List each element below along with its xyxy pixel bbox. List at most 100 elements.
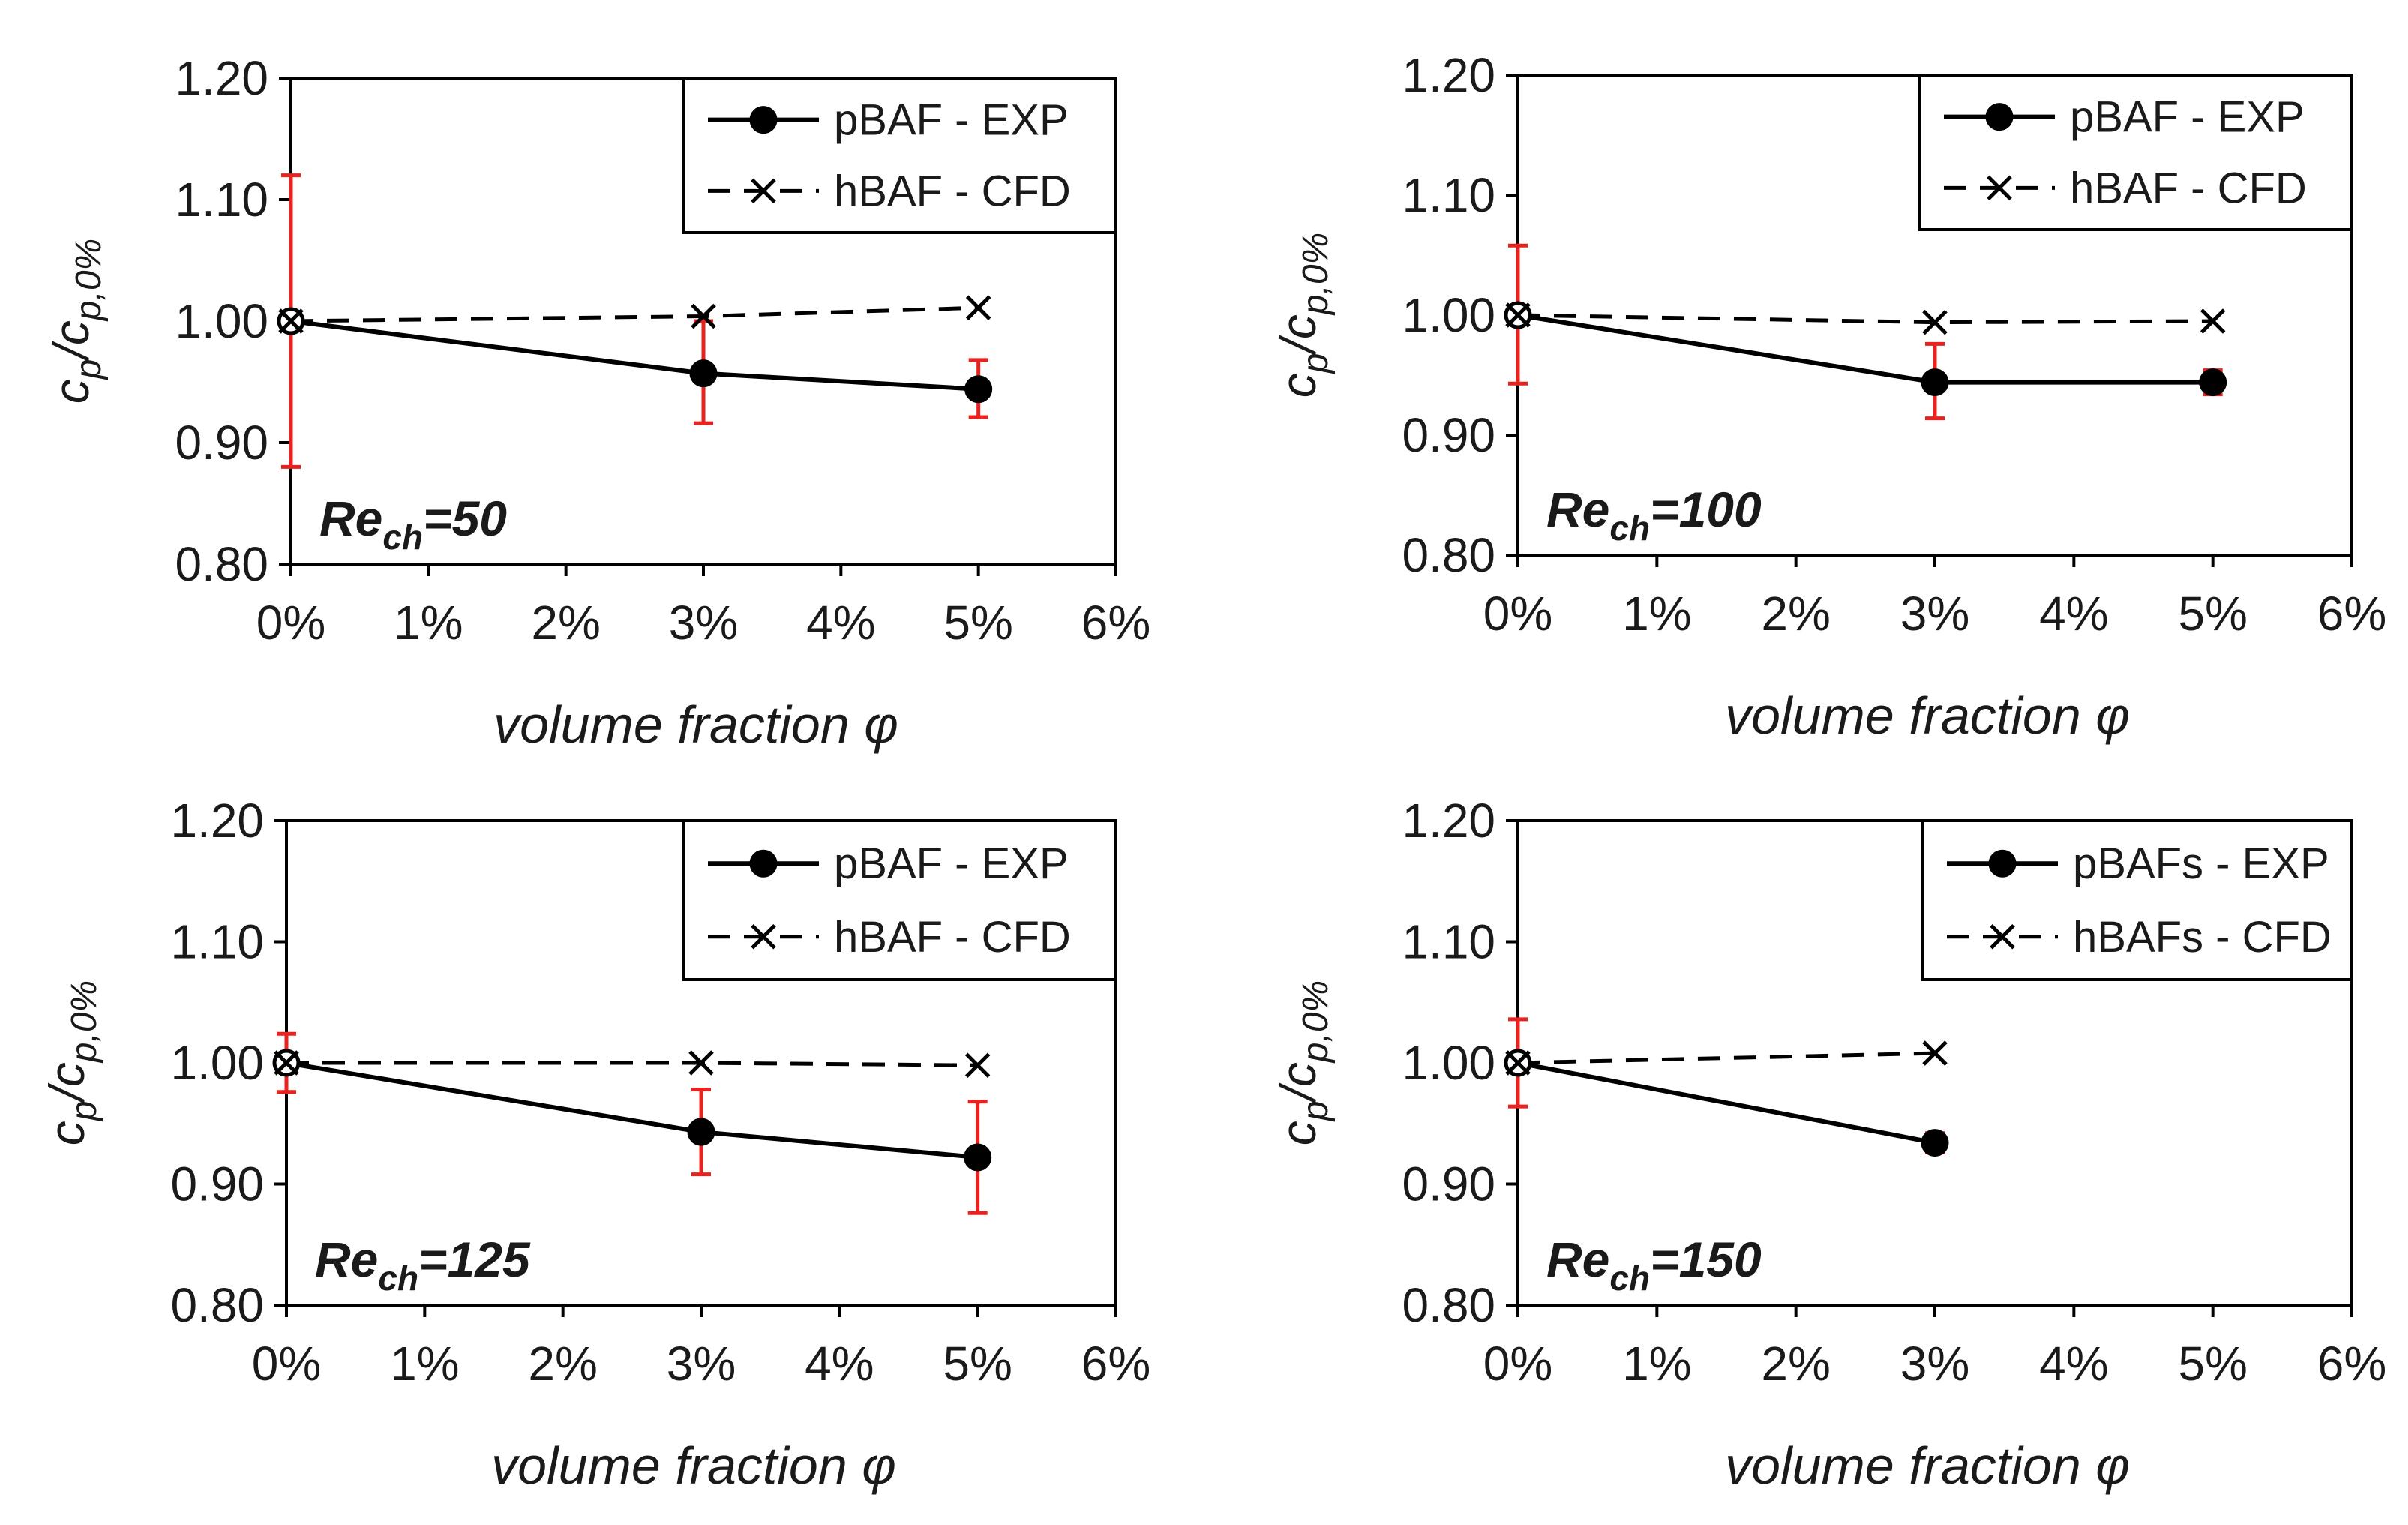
legend-label-cfd: hBAF - CFD xyxy=(2070,164,2307,212)
y-tick-label: 1.10 xyxy=(175,173,268,227)
legend-label-exp: pBAF - EXP xyxy=(834,96,1069,145)
y-tick-label: 1.20 xyxy=(1402,794,1495,848)
x-tick-label: 5% xyxy=(943,1337,1012,1391)
cfd-point xyxy=(688,1050,714,1076)
legend-label-exp: pBAF - EXP xyxy=(2070,93,2305,142)
x-tick-label: 3% xyxy=(1900,587,1970,641)
series-line-cfd xyxy=(286,1061,978,1067)
chart-panel-1: 0% 1% 2% 3% 4% 5% 6% 0.80 0.90 1.00 1.10 1.20 volume… xyxy=(43,51,1150,754)
legend: pBAF - EXP hBAF - CFD xyxy=(682,77,1117,234)
x-axis-label: volume fraction φ xyxy=(1725,686,2130,745)
y-tick-label: 1.10 xyxy=(1402,915,1495,969)
chart-panel-3: 0% 1% 2% 3% 4% 5% 6% 0.80 0.90 1.00 1.10 1.20 volume… xyxy=(39,794,1150,1495)
legend-marker-cfd xyxy=(751,178,776,204)
legend-marker-exp xyxy=(1988,849,2017,878)
cfd-point xyxy=(1922,309,1948,335)
x-tick-label: 2% xyxy=(531,596,601,650)
x-tick-label: 6% xyxy=(2317,587,2387,641)
legend: pBAFs - EXP hBAFs - CFD xyxy=(1921,819,2353,981)
legend-marker-cfd xyxy=(751,923,776,950)
x-tick-label: 3% xyxy=(1900,1337,1970,1391)
legend: pBAF - EXP hBAF - CFD xyxy=(682,819,1117,981)
cfd-point xyxy=(1922,1040,1948,1066)
cfd-point xyxy=(278,308,304,334)
series-line-exp xyxy=(1517,1061,1936,1145)
exp-point xyxy=(964,375,993,404)
x-tick-label: 0% xyxy=(252,1337,322,1391)
series-line-cfd xyxy=(1517,1051,1936,1065)
cfd-point xyxy=(2200,308,2226,334)
legend-marker-exp xyxy=(749,106,778,134)
y-tick-label: 1.20 xyxy=(170,794,264,848)
legend-label-cfd: hBAFs - CFD xyxy=(2073,913,2332,962)
y-axis-label: cp/cp,0% xyxy=(1270,233,1336,398)
chart-panel-4: 0% 1% 2% 3% 4% 5% 6% 0.80 0.90 1.00 1.10 1.20 volume… xyxy=(1270,794,2386,1495)
legend-box xyxy=(1921,819,2353,981)
exp-point xyxy=(2199,368,2227,397)
y-tick-label: 1.20 xyxy=(1402,48,1495,102)
exp-point xyxy=(1921,368,1949,397)
y-tick-label: 1.10 xyxy=(1402,168,1495,222)
x-tick-label: 1% xyxy=(390,1337,460,1391)
legend-marker-exp xyxy=(1985,103,2014,131)
x-tick-label: 1% xyxy=(1622,587,1692,641)
exp-point xyxy=(964,1143,992,1172)
y-axis-label: cp/cp,0% xyxy=(1270,980,1336,1145)
y-tick-label: 1.20 xyxy=(175,51,268,105)
x-tick-label: 2% xyxy=(1761,587,1831,641)
legend-label-cfd: hBAF - CFD xyxy=(834,167,1071,215)
y-tick-label: 0.90 xyxy=(170,1157,264,1211)
legend-label-cfd: hBAF - CFD xyxy=(834,913,1071,962)
legend-box xyxy=(1918,74,2353,231)
x-axis-label: volume fraction φ xyxy=(491,1436,896,1495)
x-axis-label: volume fraction φ xyxy=(493,695,898,754)
x-tick-label: 6% xyxy=(1081,1337,1151,1391)
x-tick-label: 0% xyxy=(256,596,326,650)
y-axis-label: cp/cp,0% xyxy=(39,980,104,1145)
cfd-point xyxy=(964,1052,991,1078)
series-line-cfd xyxy=(1517,313,2213,325)
legend-marker-cfd xyxy=(1990,923,2015,950)
cfd-point xyxy=(274,1050,299,1076)
y-tick-label: 0.80 xyxy=(175,537,268,591)
y-tick-label: 1.00 xyxy=(170,1036,264,1090)
y-tick-label: 1.00 xyxy=(1402,288,1495,342)
x-tick-label: 1% xyxy=(394,596,463,650)
y-tick-label: 0.90 xyxy=(175,416,268,470)
legend-marker-exp xyxy=(749,849,778,878)
legend-box xyxy=(682,77,1117,234)
x-tick-label: 5% xyxy=(2178,587,2248,641)
reynolds-annotation: Rech=100 xyxy=(1546,482,1762,548)
y-axis-label: cp/cp,0% xyxy=(43,239,109,404)
series-line-cfd xyxy=(290,305,979,323)
legend-label-exp: pBAF - EXP xyxy=(834,839,1069,888)
x-tick-label: 0% xyxy=(1483,587,1553,641)
reynolds-annotation: Rech=50 xyxy=(319,491,507,557)
x-axis-label: volume fraction φ xyxy=(1725,1436,2130,1495)
legend-label-exp: pBAFs - EXP xyxy=(2073,839,2329,888)
y-tick-label: 0.90 xyxy=(1402,1157,1495,1211)
y-tick-label: 1.00 xyxy=(175,294,268,348)
exp-point xyxy=(689,359,718,388)
x-tick-label: 6% xyxy=(2317,1337,2387,1391)
x-tick-label: 4% xyxy=(805,1337,874,1391)
x-tick-label: 3% xyxy=(667,1337,736,1391)
cfd-point xyxy=(1505,302,1531,328)
x-tick-label: 0% xyxy=(1483,1337,1553,1391)
cfd-point xyxy=(965,295,991,320)
y-tick-label: 0.90 xyxy=(1402,408,1495,462)
cfd-point xyxy=(691,303,716,329)
x-tick-label: 1% xyxy=(1622,1337,1692,1391)
x-tick-label: 4% xyxy=(2039,587,2109,641)
chart-panel-2: 0% 1% 2% 3% 4% 5% 6% 0.80 0.90 1.00 1.10 1.20 volume… xyxy=(1270,48,2386,745)
x-tick-label: 2% xyxy=(528,1337,598,1391)
x-tick-label: 3% xyxy=(669,596,739,650)
legend-box xyxy=(682,819,1117,981)
y-tick-label: 0.80 xyxy=(1402,1278,1495,1332)
series-line-exp xyxy=(1517,313,2213,385)
x-tick-label: 5% xyxy=(943,596,1013,650)
y-tick-label: 0.80 xyxy=(170,1278,264,1332)
x-tick-label: 2% xyxy=(1761,1337,1831,1391)
y-tick-label: 1.00 xyxy=(1402,1036,1495,1090)
